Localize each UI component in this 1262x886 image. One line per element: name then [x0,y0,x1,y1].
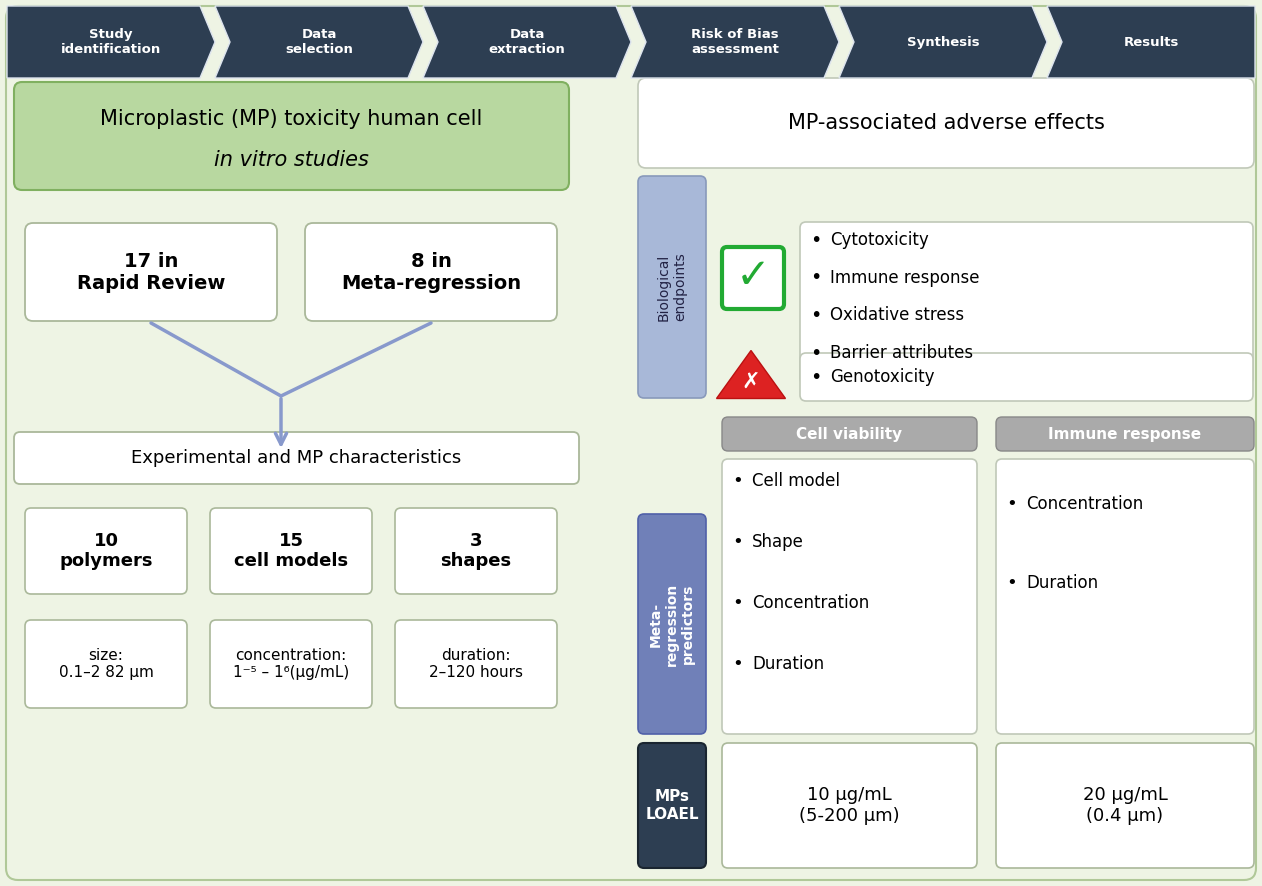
Text: Risk of Bias
assessment: Risk of Bias assessment [692,28,779,56]
FancyBboxPatch shape [800,353,1253,401]
FancyBboxPatch shape [722,459,977,734]
Text: Oxidative stress: Oxidative stress [830,307,964,324]
Text: •: • [733,472,743,490]
FancyBboxPatch shape [14,432,579,484]
Text: •: • [810,368,822,386]
Text: 20 μg/mL
(0.4 μm): 20 μg/mL (0.4 μm) [1083,786,1167,825]
Text: Meta-
regression
predictors: Meta- regression predictors [649,582,695,665]
Text: in vitro studies: in vitro studies [215,150,369,170]
FancyBboxPatch shape [639,514,705,734]
Text: duration:
2–120 hours: duration: 2–120 hours [429,648,522,680]
FancyBboxPatch shape [996,417,1254,451]
FancyBboxPatch shape [996,743,1254,868]
FancyBboxPatch shape [722,247,784,309]
Text: Results: Results [1123,35,1179,49]
FancyBboxPatch shape [25,223,276,321]
Text: size:
0.1–2 82 μm: size: 0.1–2 82 μm [58,648,154,680]
Polygon shape [717,351,785,399]
FancyBboxPatch shape [800,222,1253,384]
Text: Duration: Duration [1026,573,1098,592]
FancyBboxPatch shape [996,459,1254,734]
Text: Shape: Shape [752,533,804,551]
Text: Cytotoxicity: Cytotoxicity [830,231,929,249]
Polygon shape [215,6,423,78]
Text: Experimental and MP characteristics: Experimental and MP characteristics [131,449,462,467]
Polygon shape [8,6,215,78]
Text: Data
extraction: Data extraction [488,28,565,56]
Text: •: • [810,306,822,325]
FancyBboxPatch shape [722,417,977,451]
Text: 15
cell models: 15 cell models [233,532,348,571]
Text: Study
identification: Study identification [61,28,162,56]
Text: •: • [810,230,822,250]
Text: •: • [810,268,822,287]
Polygon shape [1047,6,1254,78]
Text: Cell model: Cell model [752,472,840,490]
Text: •: • [733,656,743,673]
FancyBboxPatch shape [209,508,372,594]
FancyBboxPatch shape [14,82,569,190]
Text: Immune response: Immune response [830,268,979,287]
Text: ✗: ✗ [742,372,760,392]
Polygon shape [423,6,631,78]
Polygon shape [631,6,839,78]
FancyBboxPatch shape [305,223,557,321]
Text: Microplastic (MP) toxicity human cell: Microplastic (MP) toxicity human cell [100,109,482,128]
Text: •: • [1007,573,1017,592]
Text: Synthesis: Synthesis [906,35,979,49]
Text: Concentration: Concentration [1026,495,1143,513]
FancyBboxPatch shape [395,620,557,708]
Text: Cell viability: Cell viability [796,426,902,441]
Text: •: • [733,533,743,551]
FancyBboxPatch shape [639,176,705,398]
Text: 17 in
Rapid Review: 17 in Rapid Review [77,252,225,292]
FancyBboxPatch shape [25,620,187,708]
Text: •: • [1007,495,1017,513]
Polygon shape [839,6,1047,78]
Text: Biological
endpoints: Biological endpoints [658,253,687,322]
Text: MP-associated adverse effects: MP-associated adverse effects [787,113,1104,133]
Text: Data
selection: Data selection [285,28,353,56]
FancyBboxPatch shape [639,743,705,868]
Text: ✓: ✓ [736,255,770,297]
Text: Immune response: Immune response [1049,426,1201,441]
Text: 10 μg/mL
(5-200 μm): 10 μg/mL (5-200 μm) [799,786,900,825]
Text: •: • [810,344,822,362]
FancyBboxPatch shape [6,6,1256,880]
FancyBboxPatch shape [722,743,977,868]
FancyBboxPatch shape [395,508,557,594]
FancyBboxPatch shape [209,620,372,708]
Text: Concentration: Concentration [752,595,870,612]
Text: 8 in
Meta-regression: 8 in Meta-regression [341,252,521,292]
Text: •: • [733,595,743,612]
FancyBboxPatch shape [639,78,1254,168]
Text: Barrier attributes: Barrier attributes [830,344,973,362]
Text: MPs
LOAEL: MPs LOAEL [645,789,699,821]
Text: Duration: Duration [752,656,824,673]
FancyBboxPatch shape [25,508,187,594]
Text: 3
shapes: 3 shapes [440,532,511,571]
Text: 10
polymers: 10 polymers [59,532,153,571]
Text: concentration:
1⁻⁵ – 1⁶(μg/mL): concentration: 1⁻⁵ – 1⁶(μg/mL) [233,648,350,680]
Text: Genotoxicity: Genotoxicity [830,368,934,386]
